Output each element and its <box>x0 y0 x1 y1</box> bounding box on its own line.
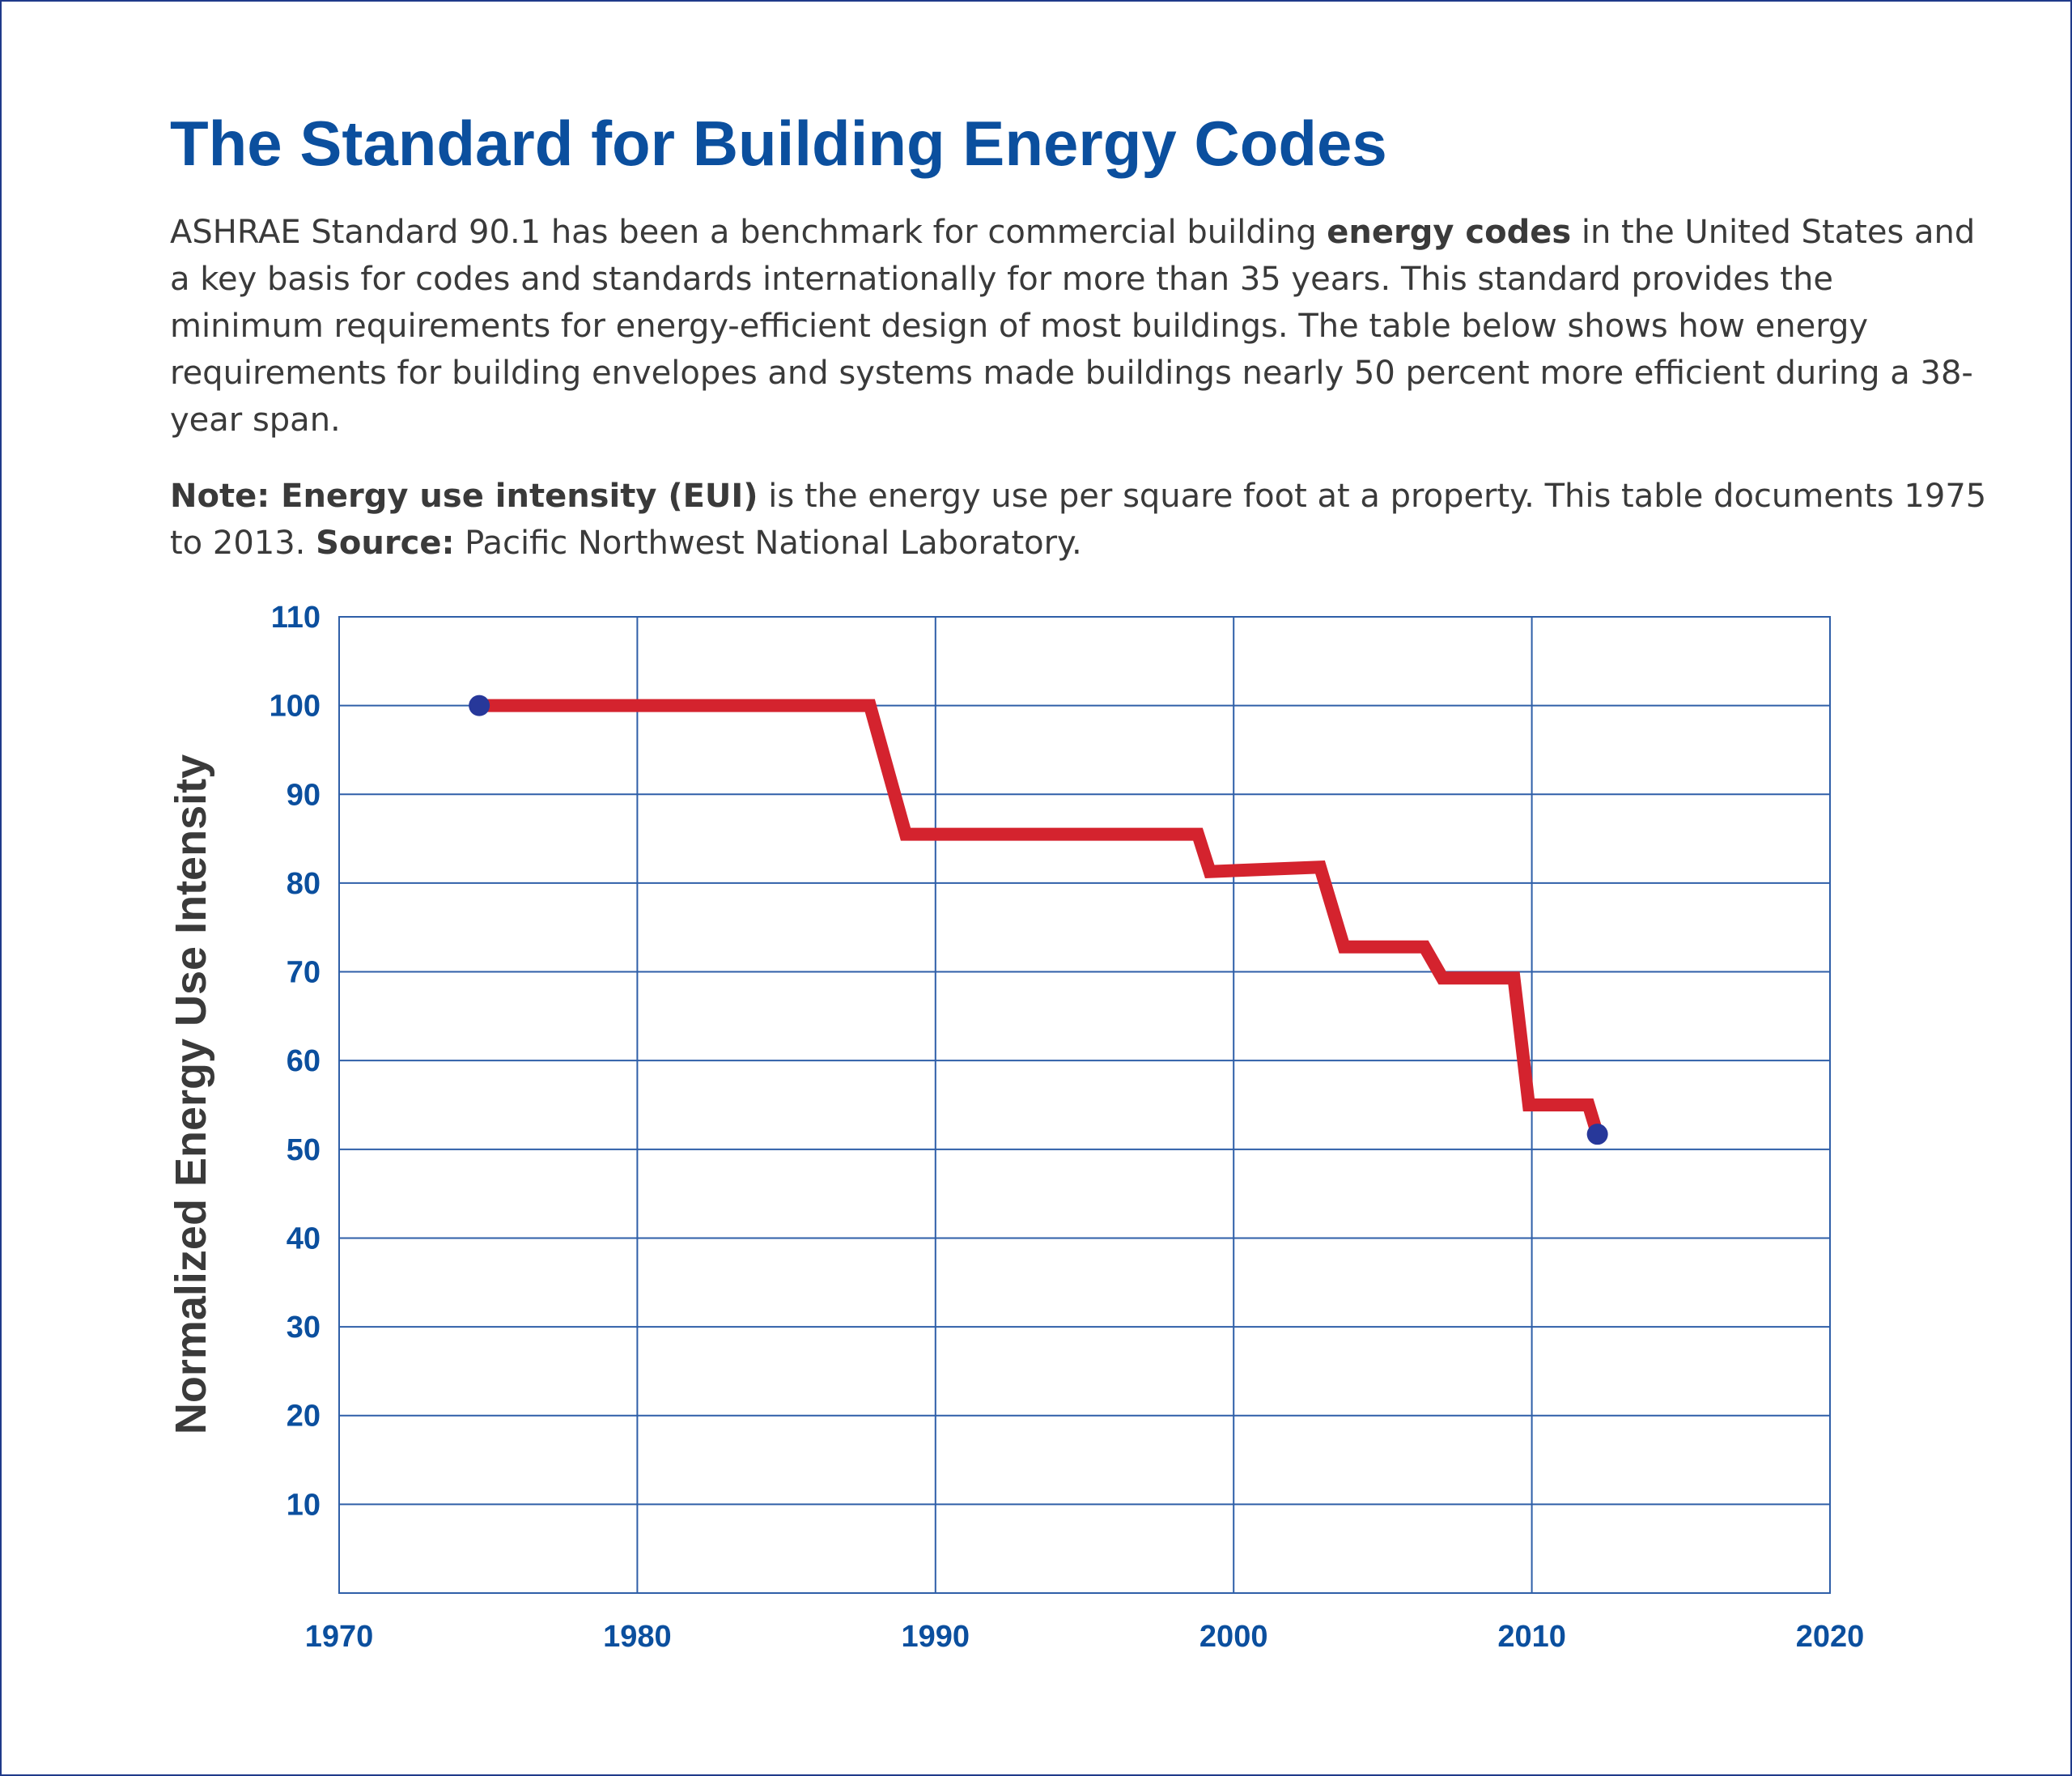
y-tick-label: 10 <box>287 1488 321 1522</box>
y-axis-ticks: 10 20 30 40 50 60 70 80 90 100 110 <box>270 601 321 1522</box>
x-tick-label: 2010 <box>1497 1620 1566 1654</box>
y-tick-label: 100 <box>270 690 321 724</box>
note-paragraph: Note: Energy use intensity (EUI) is the … <box>170 473 1991 567</box>
y-tick-label: 20 <box>287 1400 321 1434</box>
note-label: Note: Energy use intensity (EUI) <box>170 478 758 515</box>
y-tick-label: 60 <box>287 1044 321 1078</box>
description-bold: energy codes <box>1327 214 1572 251</box>
grid <box>338 616 1831 1593</box>
x-tick-label: 1980 <box>603 1620 672 1654</box>
series-line-0 <box>479 699 1604 1137</box>
note-text: is the energy use per square foot at a p… <box>170 478 1987 562</box>
page-title: The Standard for Building Energy Codes <box>170 108 1387 179</box>
x-tick-label: 1970 <box>305 1620 374 1654</box>
series-layer <box>479 699 1604 1137</box>
y-tick-label: 90 <box>287 778 321 812</box>
y-tick-label: 80 <box>287 867 321 901</box>
y-tick-label: 30 <box>287 1311 321 1345</box>
source-text: Pacific Northwest National Laboratory. <box>454 525 1082 562</box>
end-marker <box>1586 1124 1608 1145</box>
y-axis-label: Normalized Energy Use Intensity <box>167 754 215 1434</box>
x-tick-label: 1990 <box>902 1620 970 1654</box>
x-axis-ticks: 1970 1980 1990 2000 2010 2020 <box>305 1620 1865 1654</box>
y-tick-label: 70 <box>287 956 321 990</box>
description-text-1: ASHRAE Standard 90.1 has been a benchmar… <box>170 214 1327 251</box>
x-tick-label: 2020 <box>1796 1620 1865 1654</box>
description-text-2: in the United States and a key basis for… <box>170 214 1976 439</box>
y-tick-label: 50 <box>287 1133 321 1167</box>
description-paragraph: ASHRAE Standard 90.1 has been a benchmar… <box>170 209 1991 444</box>
y-tick-label: 110 <box>271 601 321 635</box>
source-label: Source: <box>316 525 455 562</box>
x-tick-label: 2000 <box>1199 1620 1268 1654</box>
marker-layer <box>469 695 1608 1145</box>
plot-area <box>338 616 1831 1594</box>
y-tick-label: 40 <box>287 1222 321 1256</box>
start-marker <box>469 695 490 716</box>
